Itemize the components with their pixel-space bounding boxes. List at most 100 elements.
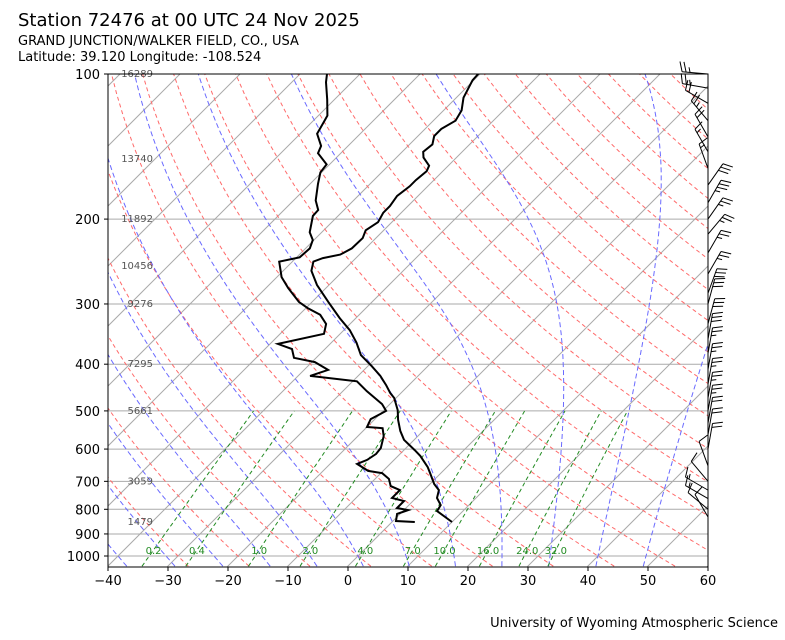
isotherm (166, 74, 661, 567)
wind-barb (707, 395, 723, 424)
dry-adiabat (390, 74, 708, 385)
barb-half (689, 79, 691, 86)
barb-full (711, 411, 723, 414)
barb-full (712, 407, 723, 410)
wind-barb (680, 73, 709, 89)
dry-adiabat (111, 74, 493, 567)
moist-adiabat (435, 74, 565, 567)
wind-barb (707, 197, 733, 220)
barb-full (720, 251, 732, 255)
y-tick-label: 800 (75, 503, 100, 518)
isotherm (226, 85, 708, 567)
wind-barb (707, 342, 723, 370)
barb-full (712, 311, 723, 315)
mixing-ratio-line (402, 410, 496, 567)
barb-staff (707, 327, 714, 354)
barb-staff (707, 251, 722, 275)
mixing-ratio-label: 0.2 (146, 546, 162, 557)
barb-full (684, 466, 689, 478)
wind-barb (707, 326, 723, 354)
y-tick-label: 100 (75, 68, 100, 83)
dry-adiabat (108, 169, 432, 567)
wind-barb (707, 356, 723, 385)
barb-full (711, 360, 723, 363)
mixing-ratio-line (434, 410, 526, 567)
moist-adiabat (108, 422, 224, 567)
wind-barb (707, 278, 726, 305)
isotherm (108, 74, 241, 207)
barb-full (712, 326, 723, 329)
barb-full (696, 109, 705, 119)
barb-half (696, 128, 701, 134)
wind-barb (707, 383, 723, 411)
barb-staff (707, 298, 716, 325)
barb-full (722, 163, 733, 168)
barb-staff (707, 343, 714, 370)
barb-full (680, 73, 683, 84)
isotherm (466, 325, 708, 567)
dry-adiabat (545, 74, 708, 230)
temperature-profile (310, 74, 479, 523)
isotherm (108, 74, 301, 267)
wind-barb (707, 179, 732, 204)
barb-full (718, 183, 730, 187)
dry-adiabat (421, 74, 708, 353)
barb-half (711, 365, 717, 367)
station-location: Latitude: 39.120 Longitude: -108.524 (18, 50, 262, 65)
dry-adiabat (108, 257, 372, 567)
barb-full (712, 370, 723, 373)
dry-adiabat (108, 407, 250, 567)
barb-staff (687, 492, 709, 510)
moist-adiabat (595, 74, 662, 567)
y-tick-label: 200 (75, 213, 100, 228)
x-tick-label: 30 (520, 574, 537, 589)
wind-barb (694, 486, 709, 518)
isotherm (526, 385, 708, 567)
mixing-ratio-line (185, 410, 295, 567)
barb-full (712, 421, 723, 424)
wind-barb (684, 79, 709, 104)
isotherm (108, 74, 481, 447)
barb-full (684, 79, 689, 91)
station-name: GRAND JUNCTION/WALKER FIELD, CO., USA (18, 34, 299, 49)
barb-staff (698, 143, 709, 169)
barb-full (716, 268, 728, 270)
y-tick-label: 600 (75, 443, 100, 458)
barb-full (711, 425, 723, 428)
x-tick-label: 50 (640, 574, 657, 589)
barb-staff (707, 372, 714, 399)
mixing-ratio-label: 4.0 (357, 546, 373, 557)
barb-staff (694, 129, 709, 153)
barb-staff (707, 397, 714, 424)
mixing-ratio-line (141, 410, 255, 567)
mixing-ratio-label: 16.0 (477, 546, 499, 557)
barb-full (722, 197, 733, 202)
wind-barb (707, 298, 726, 325)
y-tick-label: 400 (75, 358, 100, 373)
mixing-ratio-label: 1.0 (251, 546, 267, 557)
wind-barb (707, 268, 728, 294)
moist-adiabat (290, 74, 503, 567)
barb-full (711, 399, 723, 402)
wind-barb (690, 452, 709, 482)
isotherm (108, 74, 361, 327)
barb-full (718, 233, 730, 237)
barb-half (711, 379, 717, 381)
mixing-ratio-line (299, 410, 401, 567)
barb-full (721, 216, 732, 222)
mixing-ratio-label: 10.0 (433, 546, 455, 557)
height-label: 9276 (128, 299, 153, 310)
mixing-ratio-label: 7.0 (405, 546, 421, 557)
mixing-ratio-label: 24.0 (516, 546, 538, 557)
barb-half (688, 473, 691, 480)
y-tick-label: 300 (75, 298, 100, 313)
y-tick-label: 700 (75, 475, 100, 490)
barb-full (684, 475, 689, 486)
barb-staff (690, 461, 709, 482)
barb-staff (685, 89, 709, 104)
wind-barb (698, 137, 709, 169)
barb-staff (707, 180, 722, 204)
barb-full (694, 486, 703, 495)
barb-staff (694, 494, 709, 518)
